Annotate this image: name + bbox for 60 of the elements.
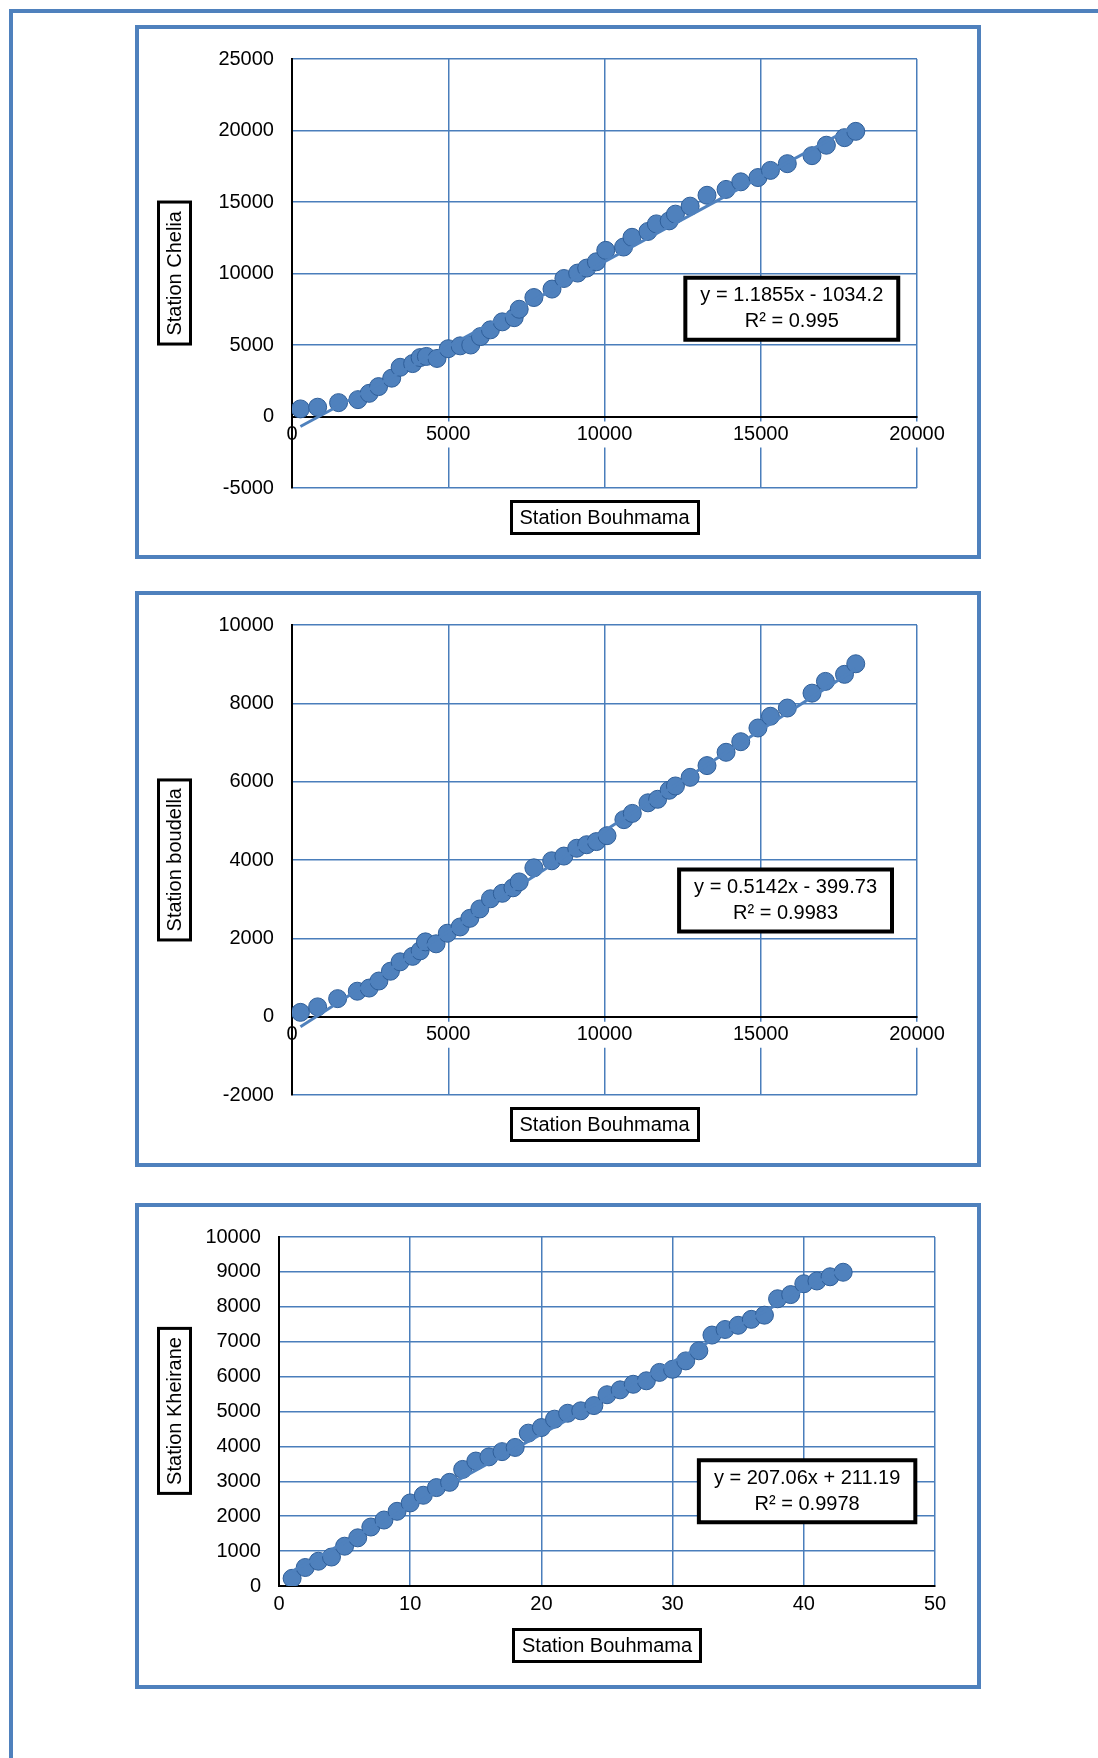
x-axis-title: Station Bouhmama (509, 1107, 700, 1142)
y-tick-label: 5000 (216, 1399, 261, 1422)
x-tick-label: 15000 (732, 1022, 789, 1045)
y-tick-label: 0 (249, 1573, 261, 1596)
annotation: y = 1.1855x - 1034.2 (700, 283, 884, 306)
annotation: y = 0.5142x - 399.73 (694, 874, 878, 897)
x-tick-label: 50 (923, 1591, 947, 1614)
point (846, 121, 866, 141)
x-tick-label: 5000 (426, 1022, 471, 1045)
x-tick-label: 20000 (889, 422, 945, 445)
x-axis-title: Station Bouhmama (512, 1628, 703, 1663)
annotation: y = 207.06x + 211.19 (713, 1465, 901, 1488)
point (680, 196, 700, 216)
point (697, 185, 717, 205)
y-tick-label: 6000 (216, 1364, 261, 1387)
y-tick-label: 0 (262, 1004, 274, 1027)
point (596, 240, 616, 260)
annotation: R² = 0.9983 (733, 900, 839, 923)
y-tick-label: 1000 (216, 1538, 261, 1561)
point (282, 1568, 302, 1586)
point (292, 399, 310, 419)
y-tick-label: 10000 (218, 612, 274, 635)
point (846, 654, 866, 674)
y-tick-label: 7000 (216, 1329, 261, 1352)
x-tick-label: 15000 (732, 422, 789, 445)
x-tick-label: 30 (661, 1591, 684, 1614)
y-tick-label: 0 (262, 404, 274, 427)
y-tick-label: 2000 (229, 925, 274, 948)
y-tick-label: 4000 (216, 1433, 261, 1456)
y-tick-label: 6000 (229, 769, 274, 792)
point (292, 1002, 310, 1022)
y-tick-label: 10000 (218, 261, 274, 284)
y-axis-title: Station Kheirane (157, 1327, 192, 1495)
y-tick-label: -5000 (222, 475, 274, 498)
y-axis-title: Station Chelia (157, 200, 192, 346)
x-tick-label: 10000 (576, 1022, 633, 1045)
annotation: R² = 0.995 (744, 309, 839, 332)
y-tick-label: 15000 (218, 189, 274, 212)
y-tick-label: 5000 (229, 332, 274, 355)
y-tick-label: 10000 (205, 1224, 261, 1247)
y-tick-label: 2000 (216, 1503, 261, 1526)
x-tick-label: 20 (530, 1591, 553, 1614)
y-tick-label: 8000 (216, 1294, 261, 1317)
y-axis-title: Station boudella (157, 777, 192, 941)
x-tick-label: 10 (399, 1591, 422, 1614)
y-tick-label: 4000 (229, 847, 274, 870)
x-tick-label: 10000 (576, 422, 633, 445)
y-tick-label: 8000 (229, 690, 274, 713)
x-tick-label: 5000 (426, 422, 471, 445)
point (308, 397, 328, 417)
y-tick-label: 3000 (216, 1468, 261, 1491)
y-tick-label: 20000 (218, 118, 274, 141)
y-tick-label: 9000 (216, 1259, 261, 1282)
x-tick-label: 20000 (889, 1022, 945, 1045)
y-tick-label: -2000 (222, 1082, 274, 1105)
x-axis-title: Station Bouhmama (509, 500, 700, 535)
point (308, 997, 328, 1017)
annotation: R² = 0.9978 (754, 1491, 860, 1514)
x-tick-label: 40 (792, 1591, 815, 1614)
y-tick-label: 25000 (218, 46, 274, 69)
